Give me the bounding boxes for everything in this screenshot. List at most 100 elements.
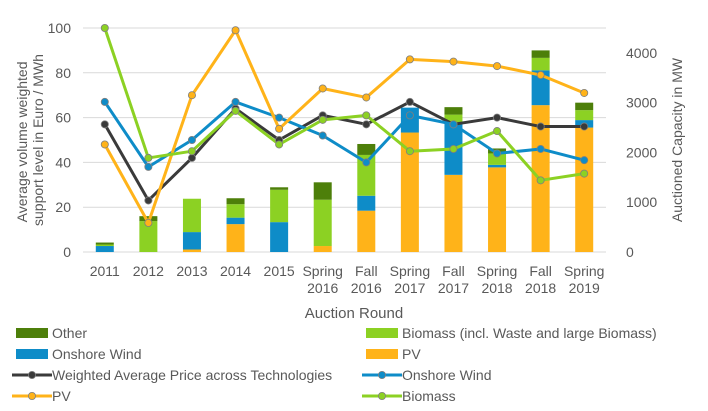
bar-pv-9 bbox=[488, 167, 507, 252]
x-tick-label: 2013 bbox=[176, 263, 207, 279]
point-pv-6 bbox=[362, 93, 371, 102]
x-tick-label-line: Spring bbox=[302, 263, 342, 279]
x-tick-label: Spring 2016 bbox=[302, 263, 342, 296]
legend-swatch-biomass-incl-waste-and-large-biomass bbox=[366, 328, 398, 338]
bar-other-8 bbox=[444, 107, 463, 115]
point-biomass-10 bbox=[536, 176, 545, 185]
point-weighted-average-price-across-technologies-7 bbox=[405, 97, 414, 106]
point-weighted-average-price-across-technologies-6 bbox=[362, 120, 371, 129]
x-tick-label-line: 2016 bbox=[351, 280, 382, 296]
x-tick-label: Spring 2018 bbox=[477, 263, 517, 296]
stacked-bars bbox=[95, 50, 594, 253]
bar-biomass-incl-waste-and-large-biomass-10 bbox=[531, 57, 550, 71]
bar-pv-7 bbox=[400, 132, 419, 252]
point-pv-0 bbox=[100, 140, 109, 149]
x-tick-label-line: 2011 bbox=[90, 263, 120, 279]
point-pv-1 bbox=[144, 218, 153, 227]
point-biomass-2 bbox=[187, 147, 196, 156]
legend-marker-pv bbox=[27, 391, 36, 400]
point-biomass-6 bbox=[362, 111, 371, 120]
bar-onshore-wind-4 bbox=[270, 222, 289, 252]
bar-pv-8 bbox=[444, 174, 463, 252]
y-left-tick-100: 100 bbox=[48, 20, 72, 36]
x-tick-label-line: Spring bbox=[477, 263, 517, 279]
bar-onshore-wind-10 bbox=[531, 70, 550, 106]
point-biomass-5 bbox=[318, 115, 327, 124]
legend-label-weighted-average-price-across-technologies: Weighted Average Price across Technologi… bbox=[52, 367, 332, 383]
legend-label-pv: PV bbox=[52, 388, 71, 404]
point-pv-2 bbox=[187, 91, 196, 100]
bar-pv-5 bbox=[313, 246, 332, 252]
point-weighted-average-price-across-technologies-2 bbox=[187, 153, 196, 162]
y-axis-left-label-line-2: support level in Euro / MWh bbox=[30, 54, 46, 226]
point-pv-9 bbox=[493, 62, 502, 71]
point-biomass-4 bbox=[275, 140, 284, 149]
point-biomass-11 bbox=[580, 169, 589, 178]
x-tick-label: Fall 2016 bbox=[351, 263, 382, 296]
bar-other-11 bbox=[575, 102, 594, 111]
legend-label-biomass: Biomass bbox=[402, 388, 456, 404]
bar-pv-3 bbox=[226, 224, 245, 252]
point-biomass-0 bbox=[100, 23, 109, 32]
y-left-tick-0: 0 bbox=[63, 244, 71, 260]
y-right-tick-4000: 4000 bbox=[626, 45, 657, 61]
line-biomass bbox=[103, 27, 585, 182]
y-left-tick-80: 80 bbox=[55, 65, 71, 81]
y-right-tick-0: 0 bbox=[626, 244, 634, 260]
bar-other-5 bbox=[313, 182, 332, 200]
y-right-tick-2000: 2000 bbox=[626, 144, 657, 160]
bar-biomass-incl-waste-and-large-biomass-6 bbox=[357, 154, 376, 196]
line-pv bbox=[103, 28, 585, 225]
point-onshore-wind-7 bbox=[405, 111, 414, 120]
bar-biomass-incl-waste-and-large-biomass-5 bbox=[313, 199, 332, 247]
legend: Other Biomass (incl. Waste and large Biom… bbox=[12, 325, 657, 404]
bar-other-3 bbox=[226, 198, 245, 205]
bar-biomass-incl-waste-and-large-biomass-1 bbox=[139, 221, 158, 252]
point-pv-10 bbox=[536, 71, 545, 80]
bar-onshore-wind-2 bbox=[182, 232, 201, 250]
bar-pv-6 bbox=[357, 210, 376, 252]
bar-pv-2 bbox=[182, 249, 201, 252]
bar-other-10 bbox=[531, 50, 550, 58]
x-tick-label-line: 2018 bbox=[525, 280, 556, 296]
point-onshore-wind-10 bbox=[536, 144, 545, 153]
bar-biomass-incl-waste-and-large-biomass-4 bbox=[270, 189, 289, 223]
bar-pv-11 bbox=[575, 127, 594, 252]
x-tick-label-line: 2017 bbox=[394, 280, 425, 296]
bar-other-4 bbox=[270, 187, 289, 190]
point-biomass-1 bbox=[144, 153, 153, 162]
x-tick-label-line: 2017 bbox=[438, 280, 469, 296]
point-biomass-9 bbox=[493, 127, 502, 136]
bar-onshore-wind-0 bbox=[95, 246, 114, 252]
bar-biomass-incl-waste-and-large-biomass-11 bbox=[575, 110, 594, 121]
y-axis-left-label-line-1: Average volume weighted bbox=[14, 62, 30, 223]
point-pv-7 bbox=[405, 55, 414, 64]
y-axis-right-label: Auctioned Capacity in MW bbox=[669, 57, 685, 222]
legend-swatch-pv bbox=[366, 349, 398, 359]
point-pv-11 bbox=[580, 88, 589, 97]
point-pv-4 bbox=[275, 124, 284, 133]
legend-label-pv: PV bbox=[402, 346, 421, 362]
bar-other-6 bbox=[357, 143, 376, 155]
bar-onshore-wind-6 bbox=[357, 195, 376, 211]
x-tick-label: Fall 2018 bbox=[525, 263, 556, 296]
legend-label-other: Other bbox=[52, 325, 87, 341]
legend-marker-weighted-average-price-across-technologies bbox=[27, 370, 36, 379]
bar-onshore-wind-9 bbox=[488, 164, 507, 168]
bar-biomass-incl-waste-and-large-biomass-2 bbox=[182, 198, 201, 233]
x-tick-label-line: 2012 bbox=[133, 263, 164, 279]
x-axis-label: Auction Round bbox=[305, 305, 403, 322]
point-pv-8 bbox=[449, 57, 458, 66]
x-tick-label-line: 2019 bbox=[569, 280, 600, 296]
point-onshore-wind-8 bbox=[449, 120, 458, 129]
y-axis-left-label: Average volume weighted support level in… bbox=[14, 54, 46, 226]
x-tick-label: Spring 2019 bbox=[564, 263, 604, 296]
point-onshore-wind-3 bbox=[231, 97, 240, 106]
point-onshore-wind-11 bbox=[580, 156, 589, 165]
point-onshore-wind-9 bbox=[493, 149, 502, 158]
legend-swatch-onshore-wind bbox=[16, 349, 48, 359]
point-weighted-average-price-across-technologies-9 bbox=[493, 113, 502, 122]
point-onshore-wind-5 bbox=[318, 131, 327, 140]
legend-swatch-other bbox=[16, 328, 48, 338]
